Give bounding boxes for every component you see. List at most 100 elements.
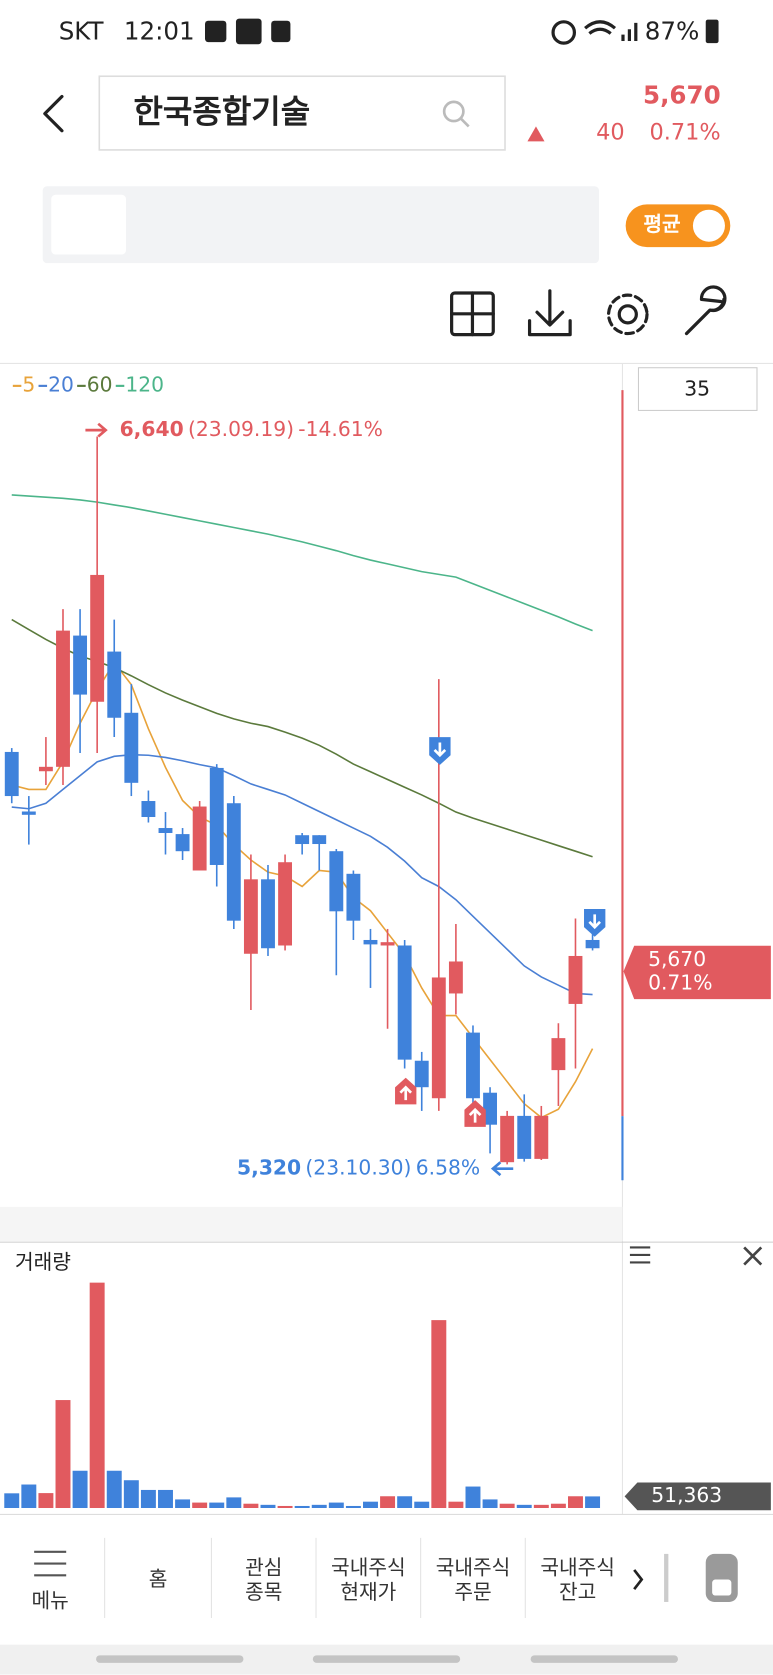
candle-body	[534, 1115, 549, 1159]
candle-body	[107, 651, 122, 718]
menu-icon[interactable]	[34, 1550, 67, 1577]
tools-button[interactable]	[684, 285, 727, 336]
back-button[interactable]	[43, 94, 64, 133]
nav-label[interactable]: 국내주식	[540, 1555, 615, 1579]
price-change-pct: 0.71%	[649, 119, 720, 145]
volume-bar	[89, 1282, 105, 1509]
volume-bar	[4, 1493, 20, 1509]
candle-body	[414, 1060, 429, 1088]
settings-button[interactable]	[606, 293, 649, 336]
volume-bar	[260, 1504, 276, 1509]
legend-label: 60	[87, 372, 113, 396]
nav-label[interactable]: 주문	[454, 1580, 491, 1604]
toggle-knob	[692, 209, 725, 242]
volume-bar	[397, 1496, 413, 1509]
min-annotation: 5,320 (23.10.30) 6.58%	[237, 1155, 480, 1179]
volume-current-box	[624, 1482, 771, 1511]
nav-label[interactable]: 국내주식	[436, 1555, 511, 1579]
volume-bar	[431, 1320, 447, 1509]
candle-body	[551, 1038, 566, 1071]
volume-bar	[55, 1400, 71, 1509]
volume-bar	[158, 1489, 173, 1509]
download-button[interactable]	[527, 289, 572, 337]
volume-bar	[448, 1501, 464, 1509]
nav-more[interactable]	[633, 1569, 644, 1590]
gesture-pill	[312, 1655, 461, 1663]
nav-label[interactable]: 메뉴	[32, 1588, 69, 1612]
legend-label: 20	[48, 372, 74, 396]
toggle-label: 평균	[643, 212, 681, 236]
period-box[interactable]	[637, 367, 758, 411]
candle-body	[483, 1092, 498, 1125]
volume-bar	[585, 1496, 601, 1509]
volume-bar	[465, 1486, 481, 1509]
candle-body	[4, 751, 19, 797]
volume-bar	[516, 1504, 532, 1509]
candle-body	[209, 767, 224, 865]
current-change: 0.71%	[648, 971, 712, 995]
volume-bar	[568, 1496, 583, 1509]
candle-body	[278, 862, 293, 946]
annotation-value: 5,320	[237, 1155, 301, 1179]
annotation-arrow	[85, 422, 108, 438]
up-triangle	[527, 126, 545, 142]
volume-bar	[192, 1502, 208, 1509]
candle-body	[312, 835, 327, 845]
battery: 87%	[645, 16, 700, 45]
volume-bar	[345, 1505, 361, 1509]
volume-bar	[243, 1503, 259, 1509]
nav-label[interactable]: 국내주식	[331, 1555, 406, 1579]
tab-selected	[51, 194, 126, 255]
legend-label: 120	[125, 372, 164, 396]
price-change: 40	[596, 119, 625, 145]
volume-menu[interactable]	[629, 1246, 651, 1264]
nav-cut-item	[664, 1553, 669, 1602]
nav-label[interactable]: 관심	[245, 1555, 282, 1579]
period-count: 35	[684, 377, 710, 401]
search-icon[interactable]	[442, 100, 470, 128]
annotation-value: 6,640	[120, 417, 184, 441]
nav-separators	[104, 1537, 526, 1618]
candle-body	[21, 811, 36, 815]
candle-body	[500, 1115, 515, 1163]
nav-label[interactable]: 종목	[245, 1580, 282, 1604]
annotation-change: -14.61%	[298, 417, 383, 441]
nav-label[interactable]: 현재가	[340, 1580, 396, 1604]
search-box[interactable]	[98, 75, 506, 151]
volume-close[interactable]	[743, 1246, 763, 1266]
volume-bar	[209, 1502, 225, 1509]
gesture-pill	[530, 1655, 678, 1663]
current-price: 5,670	[648, 947, 706, 971]
candle-body	[329, 851, 344, 912]
ma-line	[11, 661, 594, 1119]
candle-body	[192, 806, 207, 871]
candle-body	[175, 834, 190, 852]
volume-bar	[294, 1505, 310, 1509]
candle-body	[38, 766, 53, 772]
volume-current-label: 51,363	[651, 1483, 722, 1507]
ma-line	[11, 753, 593, 996]
candle-body	[466, 1032, 480, 1099]
annotation-date: (23.10.30)	[305, 1155, 411, 1179]
candle-body	[56, 630, 70, 767]
volume-bar	[226, 1497, 242, 1509]
nav-label[interactable]: 홈	[149, 1567, 168, 1591]
x-axis-strip	[0, 1206, 623, 1242]
annotation-arrow	[490, 1161, 514, 1177]
nav-label[interactable]: 잔고	[559, 1580, 596, 1604]
signal-markers	[395, 737, 606, 1127]
candle-body	[141, 801, 156, 818]
volume-bar	[533, 1504, 549, 1509]
layout-button[interactable]	[450, 291, 495, 337]
annotation-change: 6.58%	[416, 1155, 480, 1179]
max-annotation: 6,640 (23.09.19) -14.61%	[120, 417, 383, 441]
volume-bar	[277, 1505, 293, 1509]
volume-bar	[482, 1499, 498, 1509]
clock: 12:01	[124, 16, 195, 45]
nav-widget-inner	[712, 1579, 732, 1596]
volume-bar	[72, 1470, 88, 1509]
carrier: SKT	[59, 16, 105, 45]
candle-body	[448, 961, 463, 994]
candle-body	[295, 835, 310, 845]
